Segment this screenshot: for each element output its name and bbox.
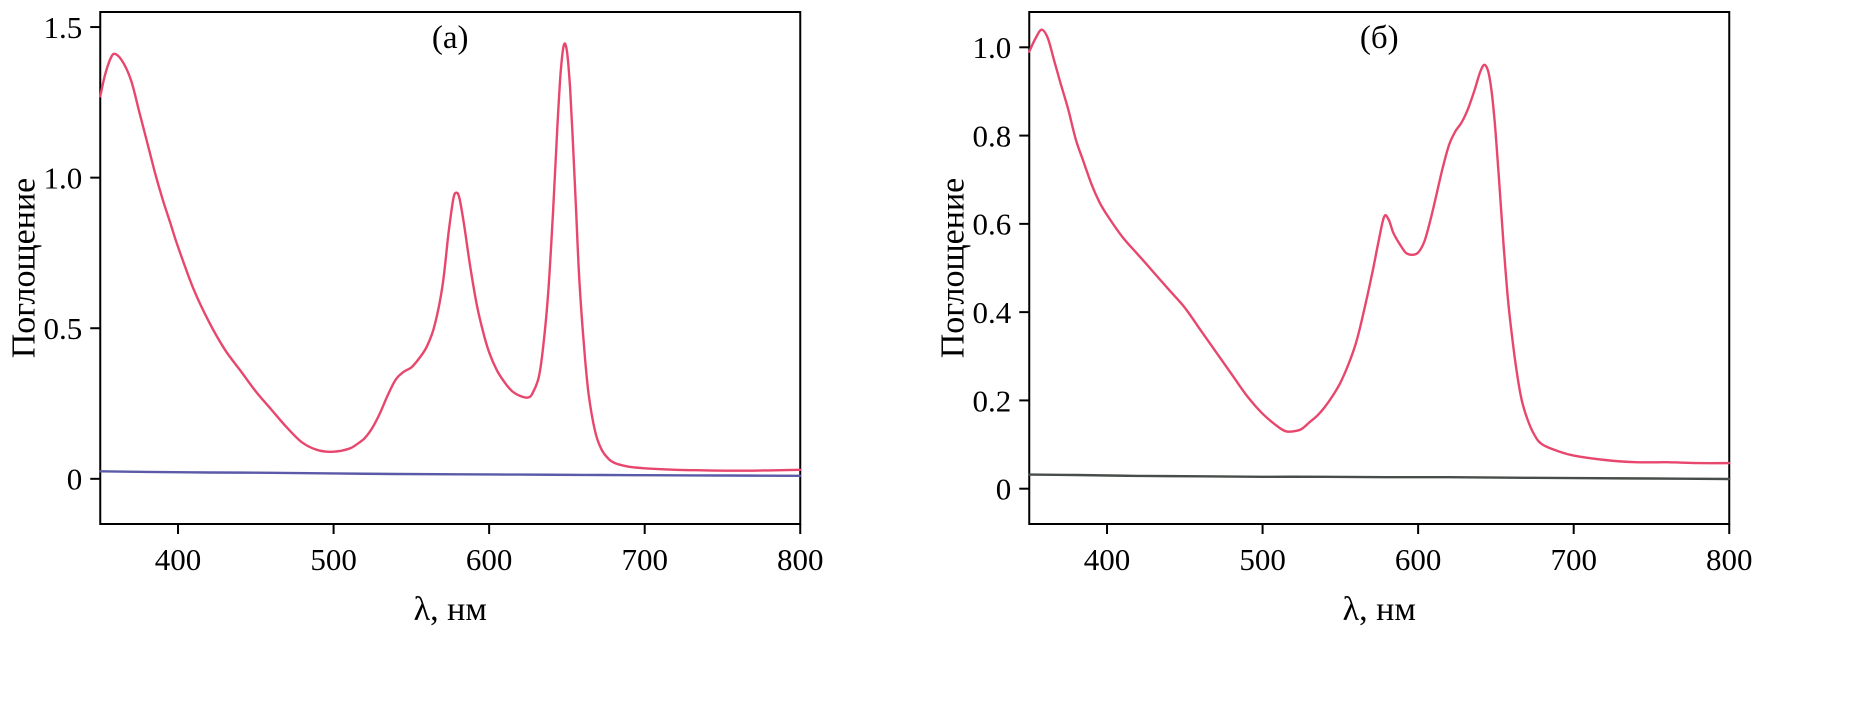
x-tick-label: 600 bbox=[466, 542, 513, 577]
series-curve-red bbox=[1027, 28, 1730, 465]
y-axis-label: Поглощение bbox=[5, 178, 42, 359]
panel-a: 400 500 600 700 800 0 0.5 1.0 1.5 λ, нм Поглощение… bbox=[5, 10, 824, 628]
y-tick-label: 0.6 bbox=[972, 207, 1011, 242]
x-tick-label: 800 bbox=[1706, 542, 1753, 577]
series-curve-blue bbox=[99, 470, 802, 477]
plot-frame bbox=[99, 11, 802, 525]
y-tick-label: 0.4 bbox=[972, 295, 1011, 330]
series-curve-dark bbox=[1027, 473, 1730, 481]
x-tick-label: 400 bbox=[155, 542, 202, 577]
y-tick-label: 1.0 bbox=[44, 160, 83, 195]
panel-label: (а) bbox=[432, 20, 469, 56]
y-tick-label: 1.5 bbox=[44, 10, 83, 45]
y-tick-label: 0 bbox=[995, 472, 1011, 507]
panel-label: (б) bbox=[1359, 20, 1398, 56]
x-tick-label: 600 bbox=[1394, 542, 1441, 577]
panel-b: 400 500 600 700 800 0 0.2 0.4 0.6 0.8 1.0 λ, нм Погл… bbox=[929, 0, 1857, 705]
series-curve-red bbox=[99, 42, 802, 472]
x-tick-label: 400 bbox=[1083, 542, 1130, 577]
x-tick-label: 700 bbox=[621, 542, 668, 577]
y-tick-label: 0.8 bbox=[972, 118, 1011, 153]
y-axis-label: Поглощение bbox=[934, 178, 971, 359]
x-tick-label: 700 bbox=[1550, 542, 1597, 577]
chart-b: 400 500 600 700 800 0 0.2 0.4 0.6 0.8 1.0 λ, нм Погл… bbox=[934, 11, 1753, 628]
x-tick-label: 500 bbox=[310, 542, 357, 577]
y-tick-label: 1.0 bbox=[972, 30, 1011, 65]
plot-frame bbox=[1027, 11, 1730, 525]
y-tick-label: 0.2 bbox=[972, 383, 1011, 418]
y-tick-label: 0 bbox=[67, 462, 83, 497]
y-tick-label: 0.5 bbox=[44, 311, 83, 346]
chart-a: 400 500 600 700 800 0 0.5 1.0 1.5 λ, нм Поглощение… bbox=[5, 10, 824, 628]
x-axis-label: λ, нм bbox=[414, 591, 487, 628]
x-tick-label: 800 bbox=[777, 542, 824, 577]
x-axis-label: λ, нм bbox=[1342, 591, 1415, 628]
x-tick-label: 500 bbox=[1239, 542, 1286, 577]
